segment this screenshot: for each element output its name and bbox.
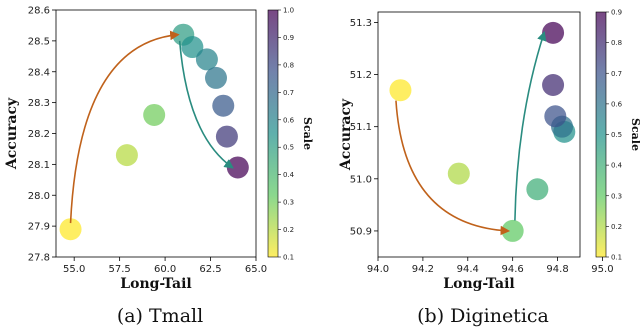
y-tick-label: 51.1 [350,122,372,133]
data-point [195,48,218,71]
y-tick-label: 51.3 [350,18,372,29]
colorbar-tick-label: 0.7 [611,70,622,78]
arrow-teal [178,40,234,169]
data-point [115,144,138,167]
data-point [226,156,249,179]
x-tick-label: 95.0 [591,264,613,275]
data-point [205,66,227,89]
y-tick-label: 51.2 [350,70,372,81]
y-tick-label: 28.6 [28,6,50,17]
y-tick-label: 27.8 [28,253,50,264]
plot-frame [377,11,581,258]
colorbar-tick-label: 0.9 [283,34,294,42]
x-tick-label: 65.0 [245,264,267,275]
colorbar-tick-label: 0.2 [611,223,622,231]
x-axis-label: Long-Tail [120,276,191,292]
y-axis-label: Accuracy [4,97,20,170]
y-tick-label: 28.0 [28,191,50,202]
colorbar-tick-label: 0.4 [283,171,295,179]
colorbar-tick-label: 0.3 [283,199,294,207]
data-point [447,162,470,185]
y-tick-label: 28.2 [28,129,50,140]
arrow-teal [514,31,547,221]
x-tick-label: 94.4 [457,264,479,275]
data-point [212,94,235,117]
panel-caption: (a) Tmall [117,305,203,327]
y-tick-label: 28.1 [28,160,50,171]
colorbar-tick-label: 1.0 [283,7,294,15]
data-point [389,79,412,102]
colorbar [595,11,607,258]
y-tick-label: 27.9 [28,222,50,233]
colorbar-tick-label: 0.4 [611,162,623,170]
colorbar-tick-label: 0.8 [611,39,622,47]
colorbar-tick-label: 0.9 [611,9,622,17]
colorbar-label: Scale [629,118,640,151]
y-tick-label: 28.4 [28,67,50,78]
y-tick-label: 28.3 [28,98,50,109]
x-tick-label: 57.5 [109,264,131,275]
x-tick-label: 94.6 [502,264,524,275]
data-point [542,21,565,44]
x-tick-label: 60.0 [154,264,176,275]
data-point [181,36,204,59]
data-point [526,178,549,201]
panel-tmall: 55.0 57.5 60.0 62.5 65.0 27.8 27.9 28.0 28.1 28.2… [4,6,314,328]
y-tick-label: 50.9 [350,226,372,237]
data-point [215,125,238,148]
colorbar-tick-label: 0.2 [283,226,294,234]
x-tick-label: 94.8 [546,264,568,275]
y-tick-label: 51.0 [350,174,372,185]
colorbar-tick-label: 0.3 [611,192,622,200]
data-point [59,218,82,241]
data-point [542,73,565,96]
colorbar-tick-label: 0.5 [283,144,294,152]
data-point [143,103,166,126]
x-tick-label: 94.0 [367,264,389,275]
data-point [544,105,567,128]
arrow-orange [395,100,511,236]
x-tick-label: 94.2 [412,264,434,275]
colorbar [267,9,279,258]
colorbar-tick-label: 0.1 [611,254,622,262]
x-axis-label: Long-Tail [443,276,514,292]
x-tick-label: 62.5 [199,264,221,275]
colorbar-tick-label: 0.6 [611,100,623,108]
colorbar-tick-label: 0.7 [283,89,294,97]
y-tick-label: 28.5 [28,36,50,47]
panel-diginetica: 94.0 94.2 94.4 94.6 94.8 95.0 50.9 51.0 51.1 51.2… [338,9,640,328]
data-point [501,219,524,242]
arrow-orange [69,30,180,224]
y-axis-label: Accuracy [338,98,354,171]
colorbar-tick-label: 0.5 [611,131,622,139]
colorbar-tick-label: 0.8 [283,61,294,69]
colorbar-tick-label: 0.1 [283,254,294,262]
colorbar-label: Scale [301,117,314,150]
x-tick-label: 55.0 [63,264,85,275]
colorbar-tick-label: 0.6 [283,116,295,124]
panel-caption: (b) Diginetica [417,305,549,327]
